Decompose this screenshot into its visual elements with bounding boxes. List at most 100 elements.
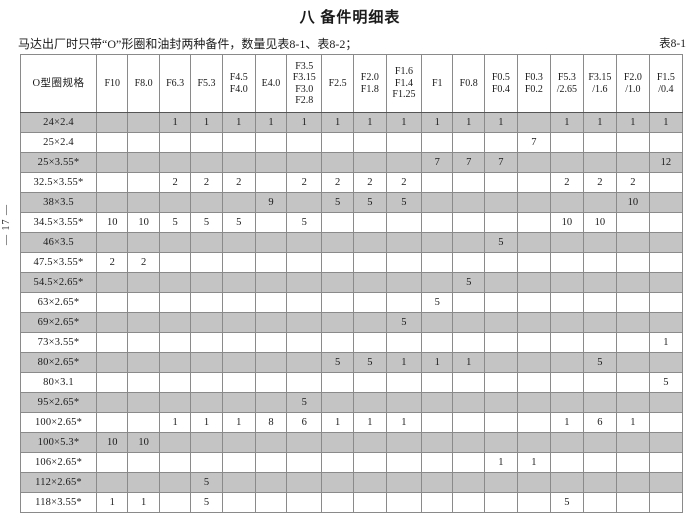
table-cell <box>158 312 192 333</box>
column-header-12: F0.8 <box>452 54 485 113</box>
column-header-spec: O型圈规格 <box>20 54 97 113</box>
table-cell <box>549 312 584 333</box>
table-cell <box>549 132 584 153</box>
column-header-14: F0.3 F0.2 <box>516 54 551 113</box>
table-cell <box>190 132 223 153</box>
column-header-line: F0.3 <box>524 72 543 83</box>
table-cell <box>452 332 485 353</box>
table-cell <box>452 232 485 253</box>
table-cell <box>516 492 551 513</box>
table-cell <box>582 152 617 173</box>
table-cell <box>254 232 288 253</box>
table-cell: 5 <box>352 352 387 373</box>
table-cell <box>582 332 617 353</box>
table-cell <box>615 452 650 473</box>
table-cell <box>221 232 256 253</box>
table-cell <box>582 132 617 153</box>
table-cell <box>190 452 223 473</box>
table-cell <box>286 152 323 173</box>
table-cell <box>127 452 160 473</box>
table-row: 63×2.65* 5 <box>20 292 683 313</box>
table-cell: 2 <box>286 172 323 193</box>
table-row: 95×2.65* 5 <box>20 392 683 413</box>
table-cell <box>321 392 354 413</box>
table-cell <box>452 192 485 213</box>
column-header-2: F8.0 <box>127 54 160 113</box>
table-cell <box>127 272 160 293</box>
table-cell: 5 <box>549 492 584 513</box>
table-cell: 5 <box>321 352 354 373</box>
table-cell <box>549 152 584 173</box>
table-row: 25×3.55* 7 7 7 12 <box>20 152 683 173</box>
table-cell <box>385 332 423 353</box>
table-cell <box>385 292 423 313</box>
table-cell <box>286 192 323 213</box>
table-cell <box>648 212 683 233</box>
table-cell <box>452 432 485 453</box>
table-cell <box>221 312 256 333</box>
row-spec-label: 106×2.65* <box>20 452 97 473</box>
table-cell: 1 <box>483 112 518 133</box>
table-cell <box>286 232 323 253</box>
table-cell: 1 <box>648 112 683 133</box>
column-header-10: F1.6 F1.4 F1.25 <box>385 54 423 113</box>
table-cell: 6 <box>582 412 617 433</box>
parts-table: O型圈规格 F10 F8.0 F6.3 F5.3 F4.5 F4.0 E4.0 F3.5 F3.… <box>20 54 683 513</box>
table-cell <box>421 172 454 193</box>
column-header-7: F3.5 F3.15 F3.0 F2.8 <box>286 54 323 113</box>
table-header-row: O型圈规格 F10 F8.0 F6.3 F5.3 F4.5 F4.0 E4.0 F3.5 F3.… <box>20 54 683 113</box>
table-cell <box>352 312 387 333</box>
column-header-line: F2.0 <box>623 72 642 83</box>
table-cell <box>582 392 617 413</box>
table-cell: 12 <box>648 152 683 173</box>
table-cell <box>483 252 518 273</box>
table-cell <box>221 192 256 213</box>
table-cell <box>127 152 160 173</box>
table-cell <box>158 192 192 213</box>
table-cell <box>190 352 223 373</box>
table-cell <box>254 332 288 353</box>
table-cell <box>385 272 423 293</box>
table-cell: 5 <box>190 492 223 513</box>
column-header-4: F5.3 <box>190 54 223 113</box>
table-cell <box>385 232 423 253</box>
table-cell <box>385 212 423 233</box>
table-cell <box>254 172 288 193</box>
column-header-line: F1 <box>431 77 443 89</box>
table-cell <box>648 192 683 213</box>
table-cell <box>483 292 518 313</box>
table-cell: 1 <box>352 412 387 433</box>
table-cell <box>127 392 160 413</box>
table-cell <box>452 412 485 433</box>
table-cell: 5 <box>321 192 354 213</box>
table-cell <box>95 132 129 153</box>
table-cell: 1 <box>127 492 160 513</box>
column-header-line: F1.6 <box>394 66 413 78</box>
table-cell <box>582 372 617 393</box>
table-cell <box>221 392 256 413</box>
intro-row: 马达出厂时只带“O”形圈和油封两种备件，数量见表8-1、表8-2； 表8-1 <box>0 36 700 52</box>
table-cell <box>286 272 323 293</box>
table-cell <box>221 372 256 393</box>
table-cell: 10 <box>615 192 650 213</box>
table-cell <box>158 272 192 293</box>
table-cell: 5 <box>483 232 518 253</box>
table-cell <box>286 452 323 473</box>
row-spec-label: 25×2.4 <box>20 132 97 153</box>
table-cell <box>648 452 683 473</box>
table-cell: 1 <box>221 112 256 133</box>
table-cell <box>648 292 683 313</box>
table-cell: 2 <box>352 172 387 193</box>
table-cell: 2 <box>385 172 423 193</box>
table-cell <box>615 132 650 153</box>
table-cell <box>95 332 129 353</box>
row-spec-label: 54.5×2.65* <box>20 272 97 293</box>
table-cell <box>582 312 617 333</box>
table-cell <box>516 252 551 273</box>
table-cell <box>483 352 518 373</box>
table-cell <box>95 272 129 293</box>
table-cell <box>95 232 129 253</box>
table-cell: 5 <box>421 292 454 313</box>
column-header-line: /0.4 <box>658 83 674 95</box>
table-cell <box>516 232 551 253</box>
